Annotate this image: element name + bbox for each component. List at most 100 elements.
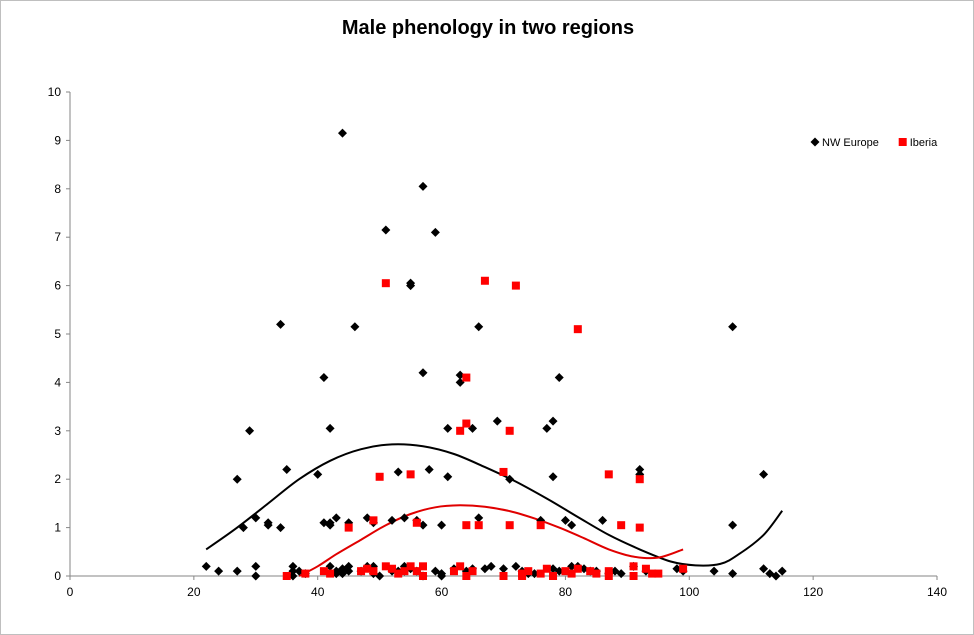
data-point-iberia <box>641 564 650 573</box>
data-point-nw-europe <box>350 322 360 332</box>
data-point-nw-europe <box>759 469 769 479</box>
data-point-nw-europe <box>232 566 242 576</box>
data-point-iberia <box>344 523 353 532</box>
data-point-nw-europe <box>276 523 286 533</box>
data-point-iberia <box>524 567 533 576</box>
data-point-nw-europe <box>437 571 447 581</box>
data-point-nw-europe <box>232 474 242 484</box>
data-point-nw-europe <box>474 513 484 523</box>
trendlines <box>205 443 783 577</box>
y-tick-label: 9 <box>54 133 61 147</box>
data-point-iberia <box>480 276 489 285</box>
data-point-nw-europe <box>759 564 769 574</box>
data-point-nw-europe <box>393 467 403 477</box>
data-point-iberia <box>561 567 570 576</box>
data-point-iberia <box>499 467 508 476</box>
y-tick-label: 4 <box>54 375 61 389</box>
data-point-iberia <box>635 475 644 484</box>
data-point-nw-europe <box>319 373 329 383</box>
data-point-nw-europe <box>245 426 255 436</box>
data-point-iberia <box>381 279 390 288</box>
data-point-nw-europe <box>548 472 558 482</box>
data-point-iberia <box>357 567 366 576</box>
data-point-iberia <box>604 470 613 479</box>
data-point-iberia <box>412 567 421 576</box>
data-point-nw-europe <box>381 225 391 235</box>
legend-label-nw-europe: NW Europe <box>822 137 879 149</box>
data-point-nw-europe <box>418 181 428 191</box>
data-point-nw-europe <box>387 515 397 525</box>
data-point-iberia <box>679 564 688 573</box>
y-tick-label: 3 <box>54 424 61 438</box>
legend-marker-nw-europe <box>810 137 820 147</box>
data-point-nw-europe <box>492 416 502 426</box>
legend-label-iberia: Iberia <box>910 137 938 149</box>
y-tick-label: 8 <box>54 182 61 196</box>
data-point-iberia <box>549 572 558 580</box>
data-point-iberia <box>604 572 613 580</box>
data-point-iberia <box>418 572 427 580</box>
data-point-nw-europe <box>499 564 508 574</box>
data-point-nw-europe <box>567 520 577 530</box>
data-point-iberia <box>418 562 427 571</box>
data-point-iberia <box>573 325 582 334</box>
legend-marker-iberia <box>898 138 907 146</box>
data-point-iberia <box>375 472 384 481</box>
data-point-nw-europe <box>486 561 496 571</box>
data-point-nw-europe <box>344 561 354 571</box>
x-tick-label: 60 <box>435 585 449 599</box>
data-point-nw-europe <box>331 513 341 523</box>
data-point-nw-europe <box>554 373 564 383</box>
data-point-iberia <box>604 567 613 576</box>
data-point-iberia <box>648 569 657 578</box>
y-tick-label: 0 <box>54 569 61 583</box>
data-point-iberia <box>456 562 465 571</box>
data-point-iberia <box>511 281 520 290</box>
data-point-iberia <box>635 523 644 532</box>
data-point-nw-europe <box>709 566 719 576</box>
data-point-nw-europe <box>406 281 416 291</box>
data-point-iberia <box>617 521 626 530</box>
data-point-iberia <box>449 567 458 576</box>
data-point-nw-europe <box>288 561 298 571</box>
data-point-nw-europe <box>337 128 347 138</box>
data-point-nw-europe <box>542 423 552 433</box>
data-point-nw-europe <box>313 469 323 479</box>
data-points <box>201 128 787 581</box>
y-tick-label: 7 <box>54 230 61 244</box>
trendline-nw-europe <box>205 443 783 567</box>
data-point-nw-europe <box>201 561 211 571</box>
data-point-nw-europe <box>282 465 292 475</box>
data-point-nw-europe <box>443 472 453 482</box>
data-point-iberia <box>456 426 465 435</box>
data-point-nw-europe <box>251 513 261 523</box>
data-point-iberia <box>400 567 409 576</box>
data-point-nw-europe <box>443 423 453 433</box>
x-tick-label: 120 <box>803 585 823 599</box>
data-point-nw-europe <box>728 569 738 579</box>
data-point-nw-europe <box>560 515 570 525</box>
data-point-iberia <box>394 569 403 578</box>
data-point-nw-europe <box>251 571 261 581</box>
data-point-iberia <box>505 426 514 435</box>
data-point-nw-europe <box>598 515 608 525</box>
data-point-nw-europe <box>263 520 273 530</box>
data-point-nw-europe <box>214 566 224 576</box>
data-point-iberia <box>462 419 471 428</box>
data-point-nw-europe <box>325 423 335 433</box>
data-point-iberia <box>592 569 601 578</box>
data-point-iberia <box>462 521 471 530</box>
y-axis: 0 1 2 3 4 5 6 7 8 9 10 <box>48 85 71 583</box>
data-point-nw-europe <box>251 561 261 571</box>
data-point-iberia <box>388 564 397 573</box>
data-point-nw-europe <box>325 520 335 530</box>
data-point-iberia <box>629 562 638 571</box>
data-point-iberia <box>363 564 372 573</box>
trendline-iberia <box>298 504 684 577</box>
data-point-iberia <box>499 572 508 580</box>
data-point-nw-europe <box>635 465 645 475</box>
data-point-nw-europe <box>511 561 521 571</box>
data-point-nw-europe <box>616 569 626 579</box>
